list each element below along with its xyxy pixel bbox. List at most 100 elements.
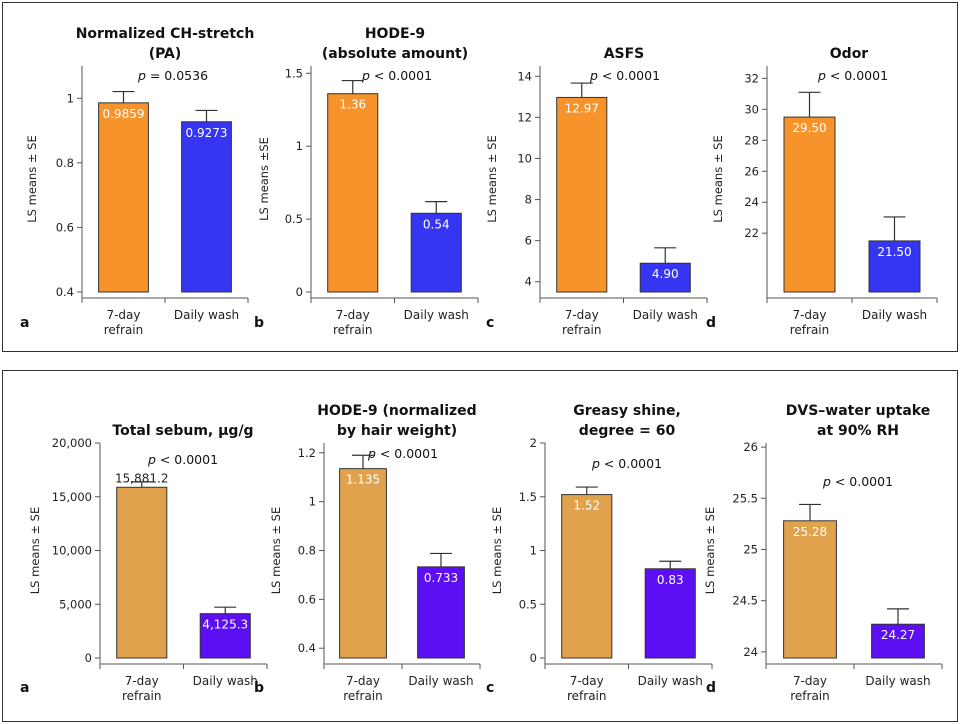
chart3-y-tick-label: 10 (517, 151, 532, 165)
chart5-y-tick-label: 15,000 (52, 490, 92, 504)
chart2-bar (410, 212, 462, 293)
chart6-category-label: 7-day (346, 674, 380, 688)
chart4-data-label: 29.50 (792, 121, 826, 135)
chart4-y-tick-label: 30 (744, 102, 759, 116)
chart4-data-label: 21.50 (877, 245, 911, 259)
chart7-data-label: 0.83 (657, 573, 684, 587)
chart6-p-value: p < 0.0001 (367, 446, 438, 461)
chart1-y-tick-label: 0.6 (56, 220, 74, 234)
chart6-title-line: by hair weight) (337, 423, 457, 439)
chart2-p-value: p < 0.0001 (361, 68, 432, 83)
chart7-p-text: < 0.0001 (604, 456, 662, 471)
chart6-title-line: HODE-9 (normalized (317, 403, 476, 419)
chart8-y-tick-label: 24 (743, 645, 758, 659)
chart1-y-tick-label: 0.8 (56, 156, 74, 170)
chart8-p-text: < 0.0001 (835, 474, 893, 489)
chart8-y-tick-label: 25 (743, 542, 758, 556)
chart7-bar (644, 568, 696, 659)
chart5-category-label: 7-day (125, 674, 159, 688)
chart8-title-line: at 90% RH (817, 423, 899, 439)
chart5-p-symbol: p (147, 452, 160, 467)
chart4-bar (783, 116, 836, 293)
chart2-category-label: refrain (333, 323, 373, 337)
chart4-p-text: < 0.0001 (830, 68, 888, 83)
chart6-category-label: refrain (343, 689, 383, 703)
chart4-y-axis-label: LS means ± SE (711, 135, 725, 222)
chart6-data-label: 1.135 (346, 473, 380, 487)
chart7-title-line: degree = 60 (579, 423, 676, 439)
chart7-panel-label: c (486, 680, 494, 696)
chart5-data-label: 4,125.3 (202, 618, 248, 632)
chart1-bar (181, 121, 232, 293)
chart4-y-tick-label: 32 (744, 71, 759, 85)
chart8-bar (871, 623, 925, 659)
chart5-y-tick-label: 10,000 (52, 544, 92, 558)
chart4-p-symbol: p (817, 68, 830, 83)
chart8-panel-label: d (706, 680, 716, 696)
chart5-y-tick-label: 20,000 (52, 436, 92, 450)
chart7-category-label: Daily wash (638, 674, 703, 688)
chart7-y-tick-label: 1 (530, 544, 537, 558)
chart7-bar (561, 494, 613, 659)
chart7-p-symbol: p (591, 456, 604, 471)
chart1-category-label: Daily wash (174, 308, 239, 322)
chart6-y-tick-label: 1 (309, 495, 316, 509)
chart3-category-label: refrain (562, 323, 602, 337)
chart8-y-tick-label: 24.5 (732, 594, 758, 608)
chart6-data-label: 0.733 (424, 571, 458, 585)
chart8-title-line: DVS–water uptake (786, 403, 930, 419)
chart7-title-line: Greasy shine, (573, 403, 681, 419)
chart7-y-tick-label: 2 (530, 436, 537, 450)
chart7-y-tick-label: 0.5 (519, 597, 537, 611)
chart8-y-tick-label: 26 (743, 440, 758, 454)
chart2-data-label: 0.54 (423, 217, 450, 231)
chart1-category-label: refrain (104, 323, 144, 337)
chart5-category-label: refrain (122, 689, 162, 703)
chart5-y-axis-label: LS means ± SE (28, 507, 42, 594)
chart1-bar (98, 102, 149, 293)
chart5-data-label: 15,881.2 (115, 471, 168, 485)
chart4-y-tick-label: 26 (744, 164, 759, 178)
chart5-title-line: Total sebum, µg/g (112, 423, 253, 439)
chart1-y-tick-label: 1 (67, 91, 74, 105)
chart8-p-value: p < 0.0001 (822, 474, 893, 489)
chart2-title-line: (absolute amount) (322, 46, 468, 62)
chart2-y-tick-label: 0.5 (285, 212, 303, 226)
chart3-data-label: 4.90 (652, 267, 679, 281)
chart3-category-label: 7-day (565, 308, 599, 322)
chart3-y-tick-label: 4 (525, 275, 532, 289)
chart2-y-tick-label: 1.5 (285, 66, 303, 80)
chart8-p-symbol: p (822, 474, 835, 489)
chart1-p-symbol: p (137, 68, 150, 83)
chart4-category-label: 7-day (792, 308, 826, 322)
chart3-title-line: ASFS (604, 46, 645, 62)
chart6-y-tick-label: 0.8 (298, 544, 316, 558)
chart1-data-label: 0.9273 (186, 126, 228, 140)
chart7-data-label: 1.52 (573, 499, 600, 513)
chart3-y-tick-label: 14 (517, 69, 532, 83)
chart3-p-value: p < 0.0001 (589, 68, 660, 83)
chart2-y-tick-label: 0 (296, 285, 303, 299)
chart7-p-value: p < 0.0001 (591, 456, 662, 471)
chart6-p-symbol: p (367, 446, 380, 461)
chart3-y-tick-label: 8 (525, 193, 532, 207)
chart6-panel-label: b (254, 680, 264, 696)
chart8-y-tick-label: 25.5 (732, 491, 758, 505)
chart6-p-text: < 0.0001 (380, 446, 438, 461)
chart1-p-text: = 0.0536 (150, 68, 208, 83)
chart2-title-line: HODE-9 (365, 26, 425, 42)
chart3-y-tick-label: 6 (525, 234, 532, 248)
chart8-category-label: refrain (790, 689, 830, 703)
chart4-p-value: p < 0.0001 (817, 68, 888, 83)
chart5-y-tick-label: 5,000 (59, 597, 92, 611)
chart1-y-axis-label: LS means ± SE (25, 135, 39, 222)
chart8-bar (783, 520, 837, 659)
chart2-panel-label: b (254, 315, 264, 331)
chart7-y-tick-label: 0 (530, 651, 537, 665)
chart2-category-label: Daily wash (404, 308, 469, 322)
chart7-y-tick-label: 1.5 (519, 490, 537, 504)
chart1-category-label: 7-day (106, 308, 140, 322)
chart4-panel-label: d (706, 315, 716, 331)
chart1-panel-label: a (20, 315, 29, 331)
chart6-y-tick-label: 0.6 (298, 592, 316, 606)
